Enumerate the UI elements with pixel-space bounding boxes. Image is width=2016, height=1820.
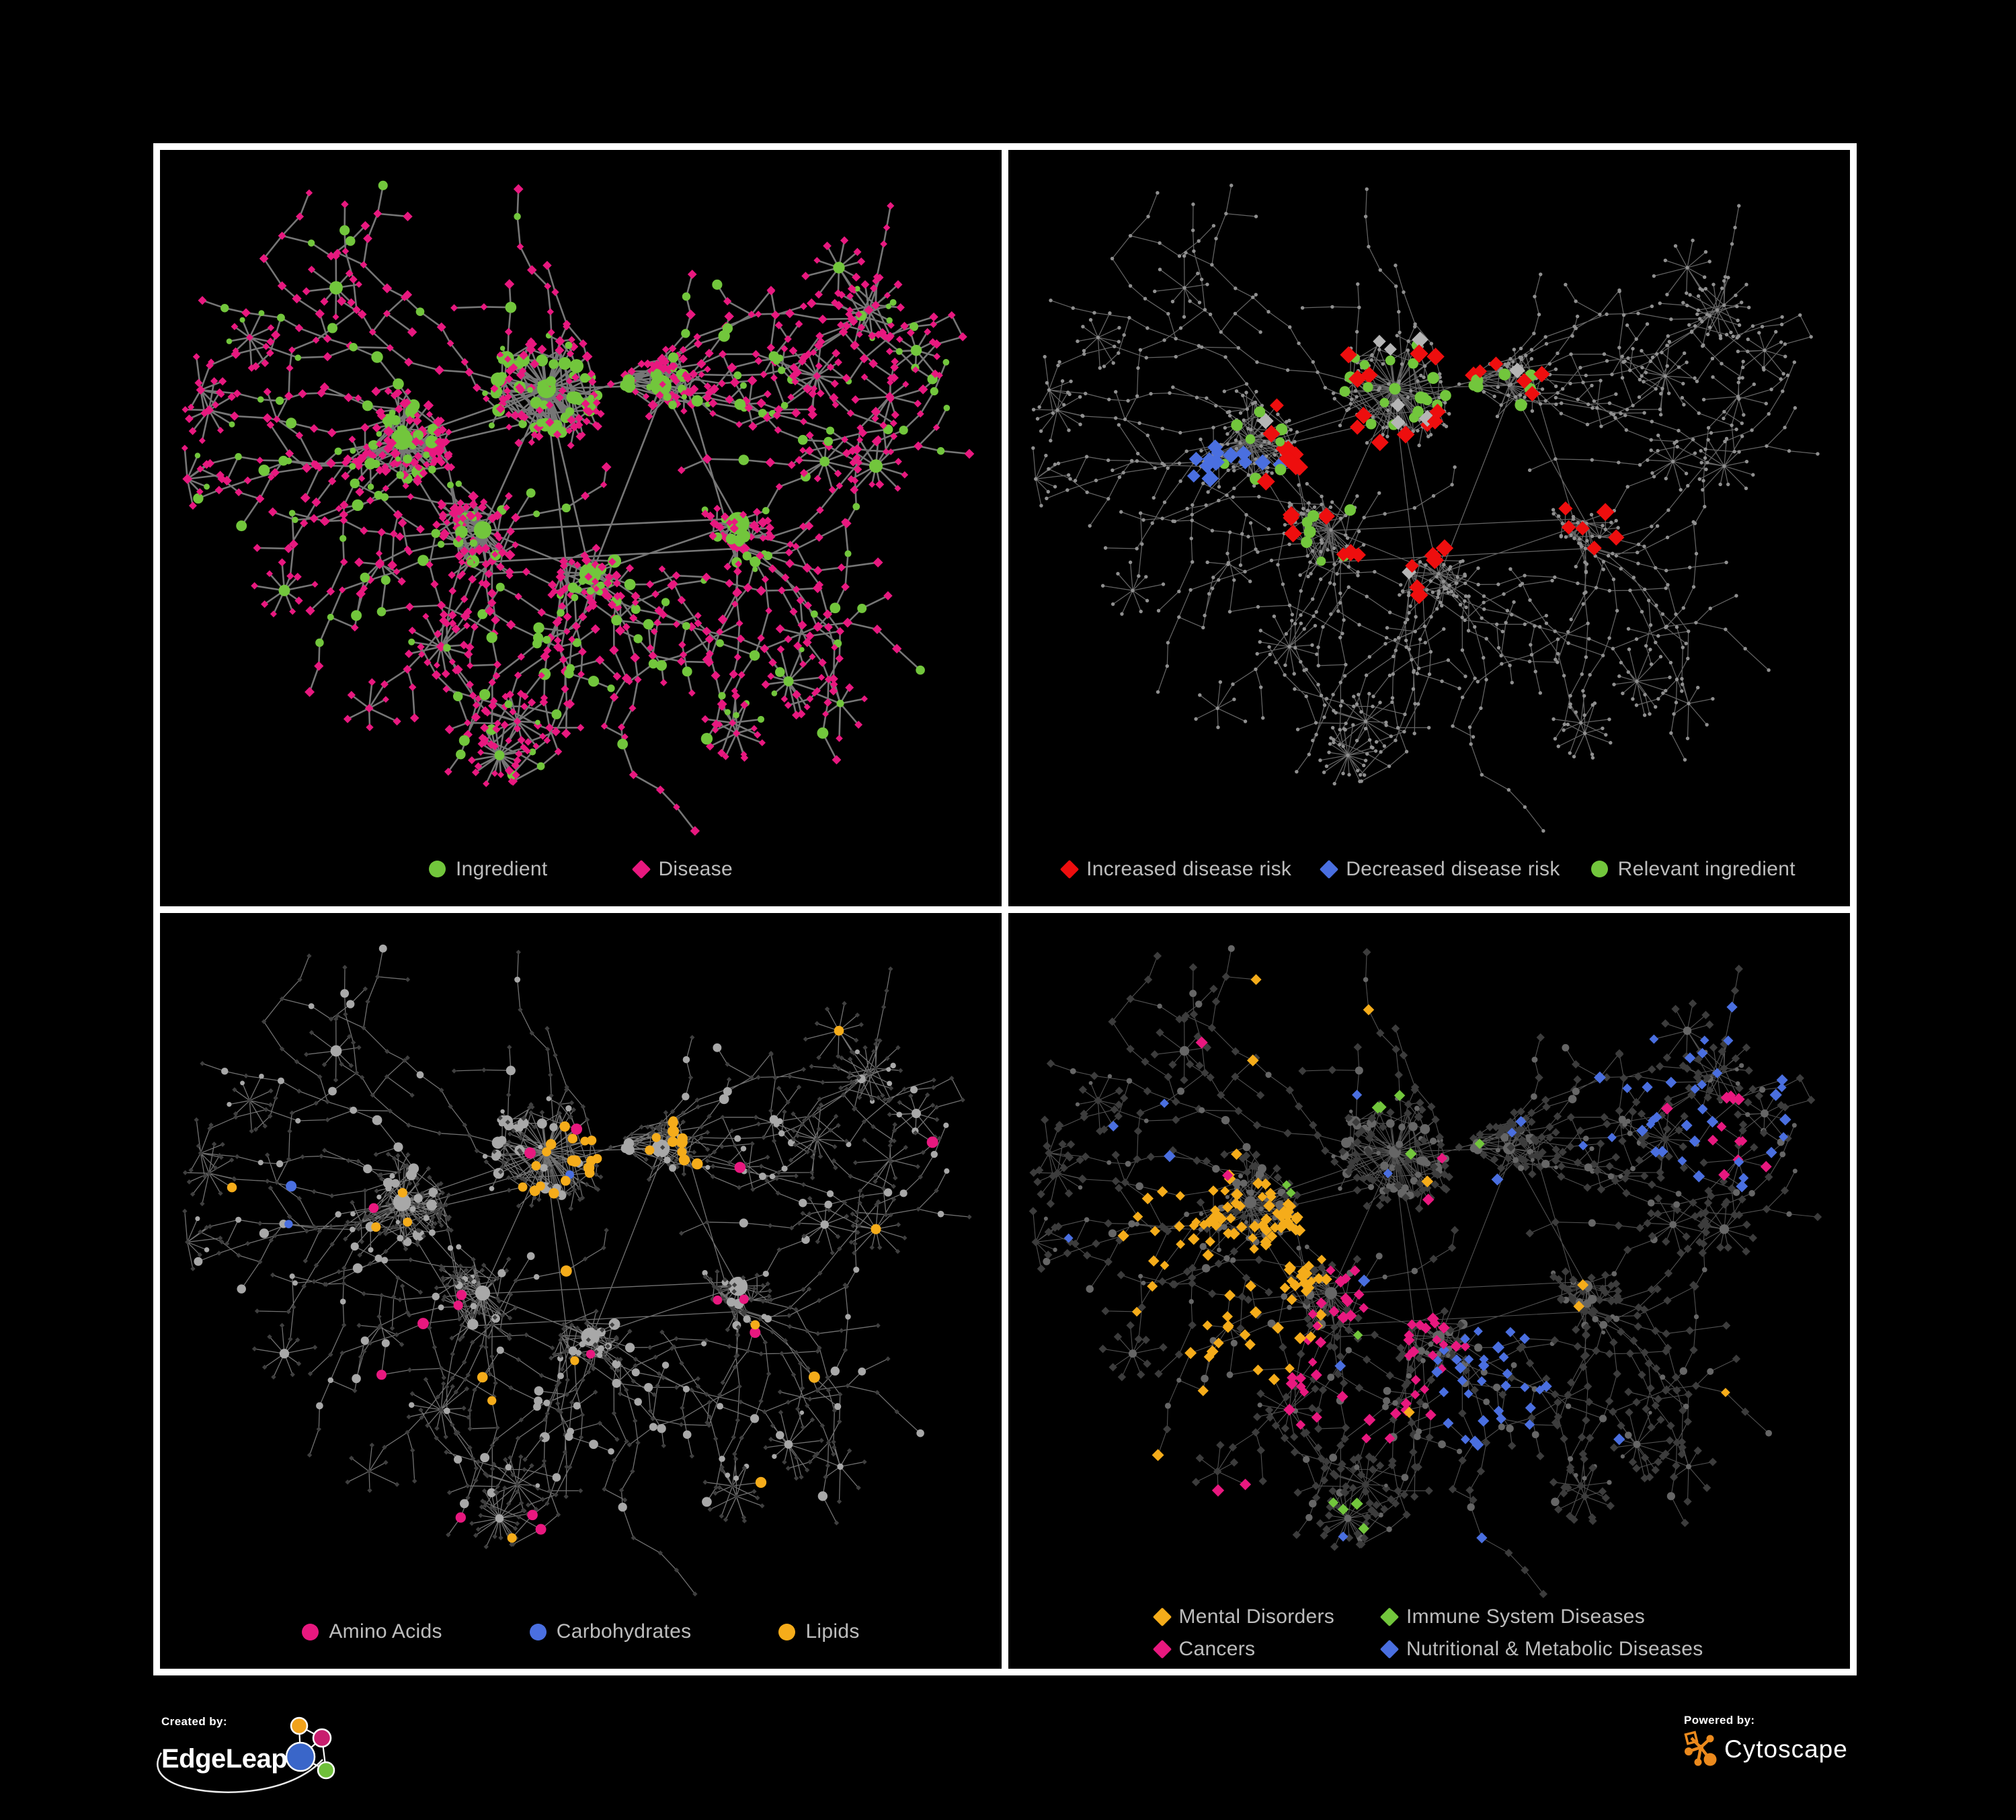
cytoscape-credit: Powered by: Cytoscape (1684, 1714, 1848, 1769)
edgeleap-credit: Created by: EdgeLeap (157, 1715, 346, 1793)
legend-item: Lipids (778, 1620, 859, 1643)
legend-item: Immune System Diseases (1379, 1606, 1703, 1628)
created-by-label: Created by: (161, 1715, 227, 1728)
legend-label: Amino Acids (329, 1620, 442, 1643)
legend-label: Carbohydrates (556, 1620, 692, 1643)
legend-disease-risk: Increased disease risk Decreased disease … (1008, 858, 1850, 881)
legend-label: Ingredient (456, 857, 548, 880)
legend-item: Ingredient (429, 858, 547, 881)
legend-label: Mental Disorders (1178, 1606, 1335, 1628)
legend-label: Increased disease risk (1086, 857, 1292, 880)
legend-item: Disease (632, 857, 733, 881)
legend-item: Nutritional & Metabolic Diseases (1379, 1638, 1703, 1661)
legend-marker-circle-icon (429, 861, 446, 877)
network-disease-risk (1031, 184, 1820, 833)
legend-label: Disease (658, 857, 733, 880)
network-ingredient-disease (181, 180, 975, 836)
legend-item: Decreased disease risk (1320, 857, 1560, 881)
node-layer-base (181, 180, 975, 836)
legend-marker-diamond-icon (1379, 1639, 1400, 1659)
edgeleap-logo-icon (285, 1716, 335, 1780)
legend-ingredient-disease: Ingredient Disease (160, 858, 1002, 881)
edgeleap-swoosh-icon (157, 1752, 323, 1793)
legend-marker-circle-icon (302, 1623, 319, 1640)
legend-item: Mental Disorders (1152, 1606, 1335, 1628)
legend-marker-circle-icon (778, 1623, 796, 1640)
powered-by-label: Powered by: (1684, 1714, 1755, 1727)
legend-label: Lipids (805, 1620, 860, 1643)
network-disease-categories (1029, 945, 1822, 1598)
legend-item: Cancers (1152, 1638, 1335, 1661)
legend-marker-circle-icon (529, 1623, 547, 1640)
legend-marker-diamond-icon (1320, 859, 1339, 879)
legend-item: Increased disease risk (1059, 857, 1292, 881)
panel-ingredient-disease: Ingredient Disease (160, 150, 1002, 906)
node-layer-base (182, 944, 972, 1597)
legend-label: Decreased disease risk (1346, 857, 1560, 880)
panel-disease-risk: Increased disease risk Decreased disease … (1008, 150, 1850, 906)
panel-disease-categories: Mental Disorders Immune System Diseases Ca… (1008, 912, 1850, 1669)
edge-layer (184, 185, 970, 832)
legend-item: Relevant ingredient (1590, 857, 1796, 881)
edge-layer (184, 948, 970, 1594)
legend-marker-diamond-icon (632, 859, 651, 879)
node-layer-highlight (227, 1025, 938, 1543)
legend-chemical-classes: Amino Acids Carbohydrates Lipids (160, 1620, 1002, 1643)
legend-label: Immune System Diseases (1406, 1606, 1646, 1628)
legend-label: Nutritional & Metabolic Diseases (1406, 1638, 1703, 1660)
legend-marker-diamond-icon (1379, 1607, 1400, 1627)
legend-marker-diamond-icon (1152, 1607, 1172, 1627)
legend-marker-diamond-icon (1152, 1639, 1172, 1659)
panel-chemical-classes: Amino Acids Carbohydrates Lipids (160, 912, 1002, 1669)
legend-item: Amino Acids (302, 1620, 442, 1643)
node-layer-highlight (1063, 974, 1791, 1543)
edgeleap-wordmark: EdgeLeap (161, 1743, 288, 1774)
legend-disease-categories: Mental Disorders Immune System Diseases Ca… (1008, 1606, 1850, 1661)
node-layer-highlight (1186, 331, 1625, 604)
legend-label: Cancers (1178, 1638, 1256, 1660)
legend-marker-circle-icon (1590, 861, 1608, 877)
edge-layer (1033, 948, 1818, 1594)
cytoscape-logo-icon (1684, 1731, 1717, 1766)
panel-grid: Ingredient Disease Increased disease risk… (153, 143, 1857, 1675)
legend-label: Relevant ingredient (1617, 857, 1796, 880)
legend-marker-diamond-icon (1059, 859, 1080, 879)
network-chemical-classes (182, 944, 972, 1597)
node-layer-base (1031, 184, 1820, 833)
legend-item: Carbohydrates (529, 1620, 692, 1643)
cytoscape-wordmark: Cytoscape (1724, 1735, 1848, 1763)
edge-layer (1033, 185, 1818, 832)
